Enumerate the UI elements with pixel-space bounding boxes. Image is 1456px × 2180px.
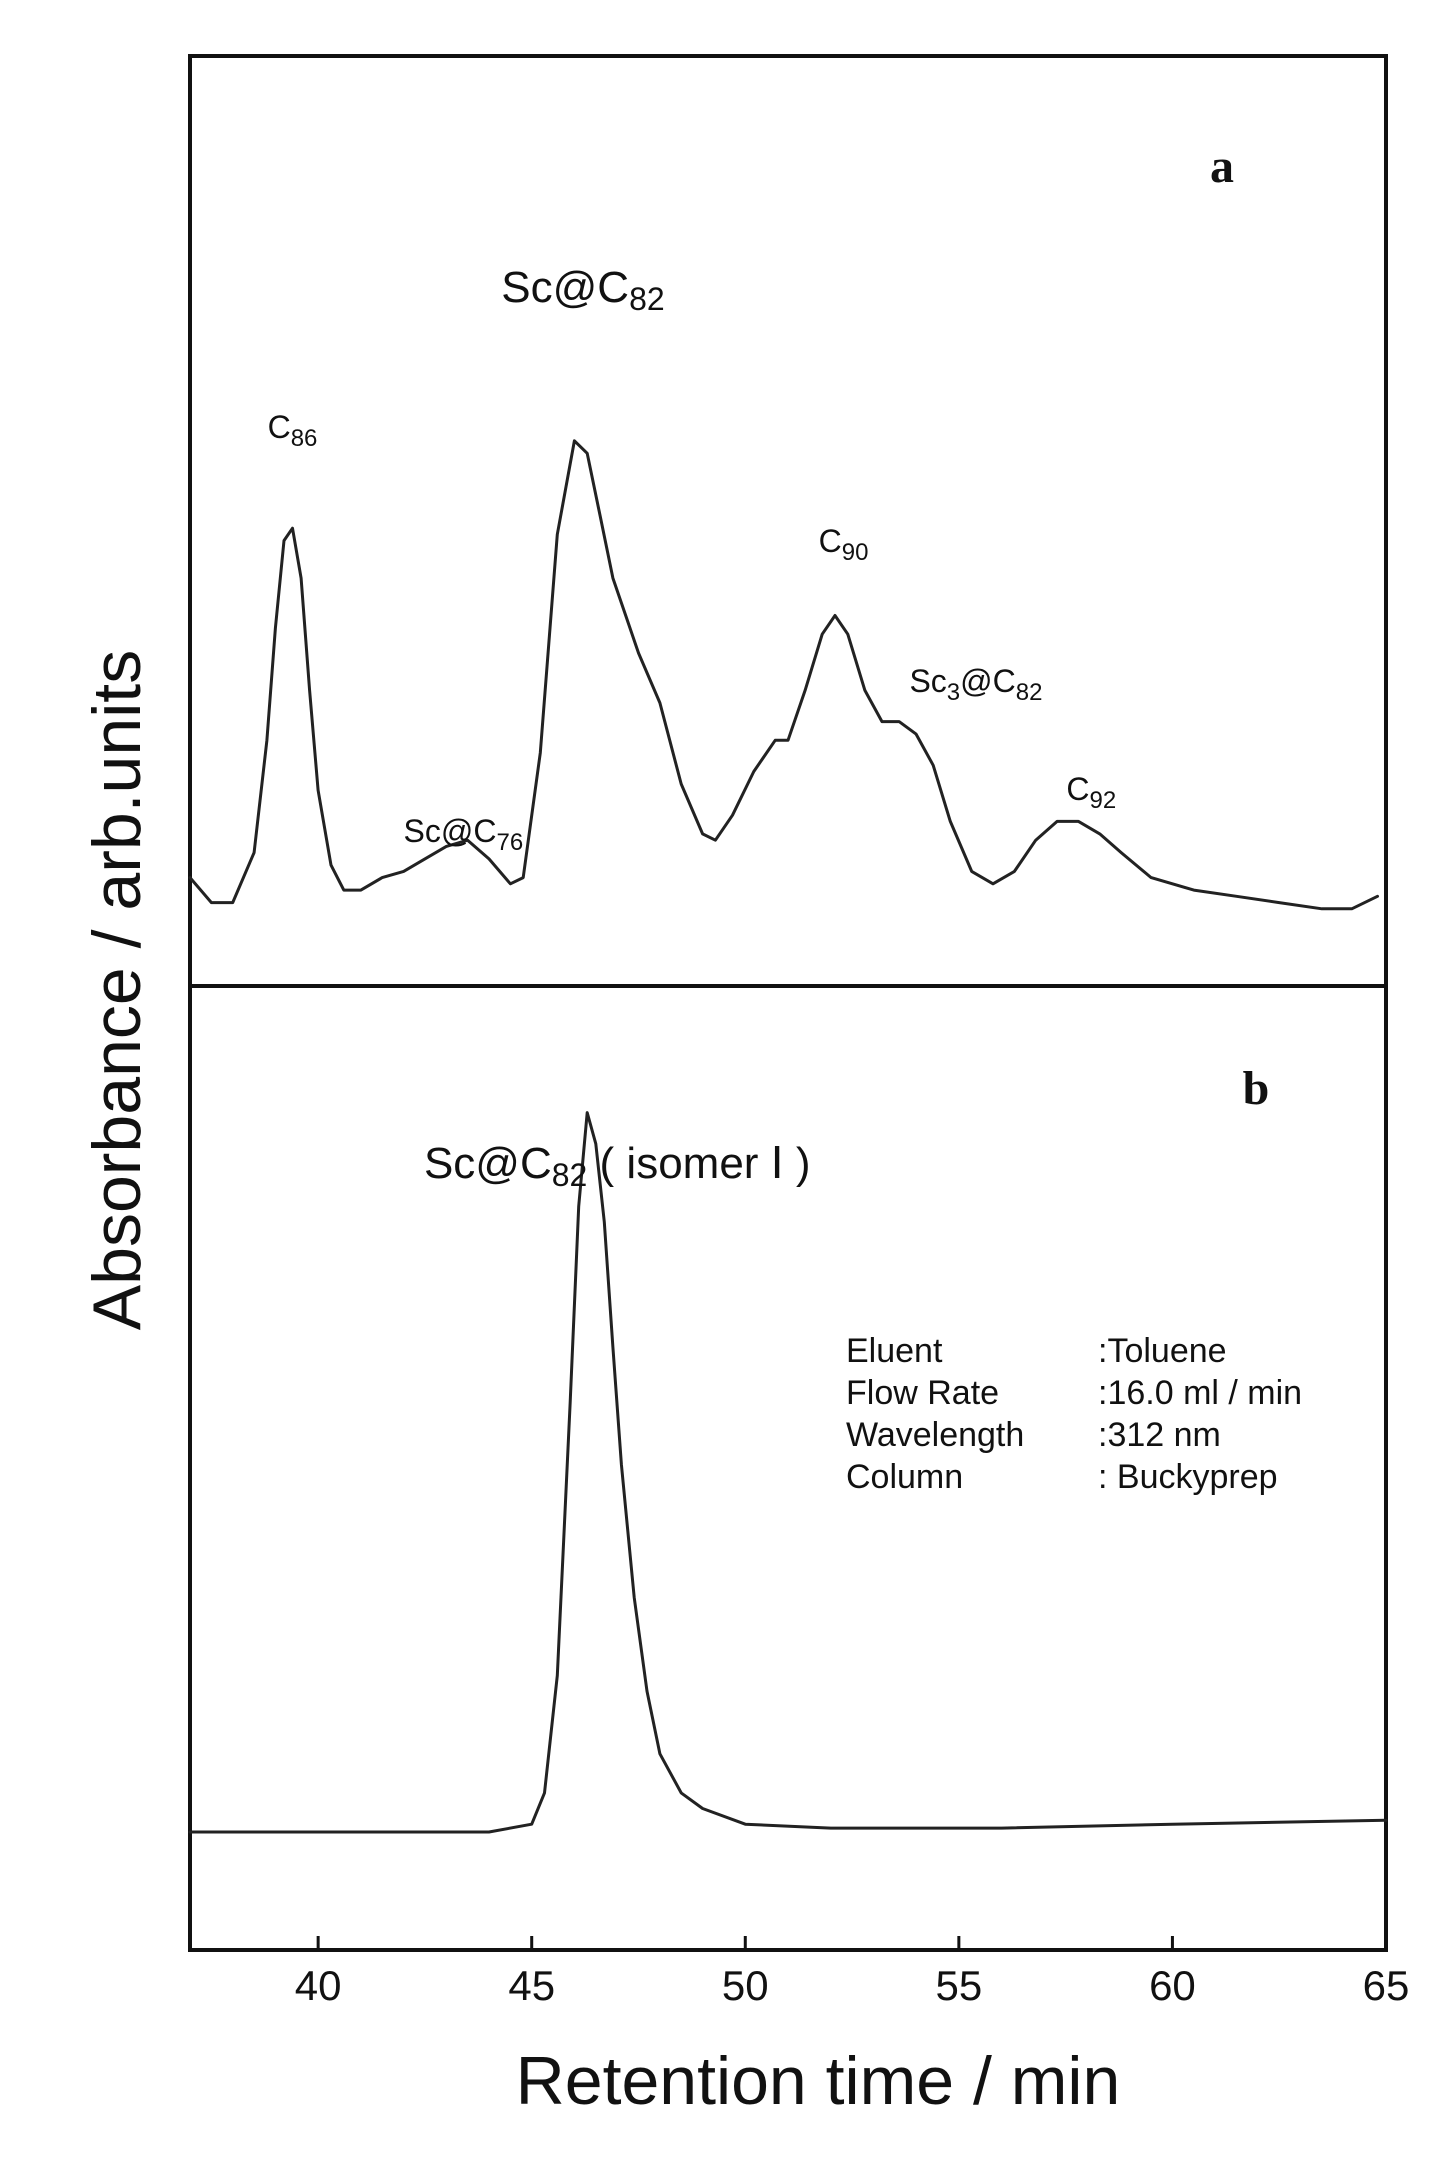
x-tick-label: 45 (508, 1962, 555, 2009)
condition-key: Flow Rate (846, 1374, 999, 1412)
condition-key: Column (846, 1458, 963, 1496)
peak-label: C90 (819, 523, 869, 566)
x-axis-ticks: 40 45 50 55 60 65 (295, 1936, 1410, 2009)
conditions-block: Eluent :Toluene Flow Rate :16.0 ml / min Wav… (846, 1332, 1302, 1496)
peak-label: C92 (1066, 771, 1116, 814)
peak-label: C86 (268, 409, 318, 452)
condition-value: :Toluene (1098, 1332, 1227, 1370)
condition-value: :312 nm (1098, 1416, 1221, 1454)
panel-a-frame (188, 54, 1388, 988)
trace-panel-b (188, 1111, 1388, 1834)
condition-key: Eluent (846, 1332, 943, 1370)
x-tick-label: 50 (722, 1962, 769, 2009)
peak-label: Sc@C82 ( isomer Ⅰ ) (424, 1139, 811, 1193)
x-tick-label: 55 (935, 1962, 982, 2009)
panel-b-frame (188, 984, 1388, 1952)
x-tick-label: 40 (295, 1962, 342, 2009)
panel-a-letter: a (1210, 140, 1234, 193)
peak-label: Sc3@C82 (909, 663, 1042, 706)
condition-key: Wavelength (846, 1416, 1024, 1454)
y-axis-title: Absorbance / arb.units (79, 650, 155, 1330)
x-tick-label: 60 (1149, 1962, 1196, 2009)
peak-label: Sc@C82 (501, 263, 664, 317)
peak-label: Sc@C76 (404, 813, 524, 856)
condition-value: :16.0 ml / min (1098, 1374, 1302, 1412)
condition-value: : Buckyprep (1098, 1458, 1278, 1496)
trace-panel-a (188, 439, 1379, 911)
panel-b-letter: b (1243, 1062, 1270, 1115)
x-axis-title: Retention time / min (516, 2043, 1121, 2119)
x-tick-label: 65 (1363, 1962, 1410, 2009)
peak-annotations: C86 Sc@C76 Sc@C82 C90 Sc3@C82 C92 Sc@C82 ( iso… (268, 263, 1117, 1193)
